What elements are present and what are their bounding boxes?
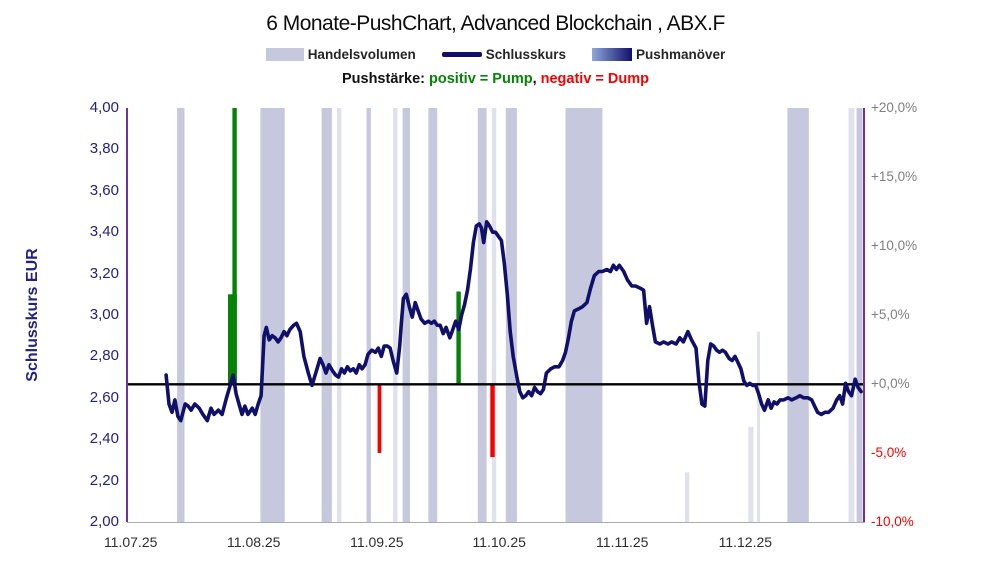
legend-item-close: Schlusskurs	[441, 47, 567, 62]
y-left-tick: 3,00	[89, 306, 119, 323]
volume-bar	[787, 108, 809, 522]
price-line	[164, 220, 863, 423]
subtitle-dump: negativ = Dump	[540, 71, 650, 87]
x-axis-line	[127, 522, 865, 523]
volume-bar	[260, 108, 285, 522]
subtitle-separator: ,	[532, 71, 537, 87]
y-left-tick: 2,60	[89, 388, 119, 406]
y-right-tick: -10,0%	[871, 514, 914, 529]
volume-bar	[337, 108, 342, 522]
y-left-tick: 3,80	[89, 140, 119, 158]
volume-bar	[684, 472, 690, 522]
chart-title: 6 Monate-PushChart, Advanced Blockchain …	[266, 12, 725, 35]
y-right-tick: +5,0%	[871, 307, 910, 322]
volume-bar	[177, 108, 185, 522]
y-left-tick: 2,80	[89, 347, 119, 365]
y-axis-line-left	[126, 108, 128, 522]
subtitle-prefix: Pushstärke:	[341, 71, 425, 87]
volume-bar	[402, 108, 410, 522]
volume-swatch-icon	[265, 48, 304, 61]
plot-area	[127, 108, 864, 522]
y-right-tick: +15,0%	[871, 169, 918, 184]
volume-bar	[393, 108, 398, 522]
subtitle-pump: positiv = Pump	[429, 71, 533, 87]
dump-bar	[490, 384, 495, 458]
x-tick: 11.07.25	[103, 534, 158, 550]
y-axis-line-right	[863, 108, 865, 522]
volume-bar	[748, 426, 754, 522]
legend-label-close: Schlusskurs	[485, 47, 567, 62]
x-tick: 11.08.25	[227, 534, 281, 550]
volume-bar	[757, 331, 760, 522]
subtitle: Pushstärke: positiv = Pump, negativ = Du…	[0, 71, 991, 87]
y-right-tick: +20,0%	[871, 100, 918, 115]
volume-bar	[565, 108, 603, 522]
y-left-tick: 4,00	[89, 99, 119, 116]
volume-bar	[366, 108, 371, 522]
y-left-tick: 3,40	[89, 223, 119, 241]
pump-bar	[228, 294, 237, 384]
pump-bar	[456, 291, 461, 384]
legend-item-push: Pushmanöver	[592, 47, 725, 62]
legend-label-push: Pushmanöver	[636, 47, 726, 62]
y-right-tick: +10,0%	[871, 238, 918, 253]
legend: Handelsvolumen Schlusskurs Pushmanöver	[0, 47, 991, 62]
legend-label-volume: Handelsvolumen	[307, 47, 416, 62]
dump-bar	[377, 384, 382, 453]
price-line-swatch-icon	[441, 52, 482, 57]
y-left-tick: 2,20	[89, 471, 119, 489]
y-left-tick: 3,60	[89, 181, 119, 199]
y-right-tick: -5,0%	[871, 445, 907, 460]
volume-bar	[321, 108, 332, 522]
y-left-tick: 2,40	[89, 430, 119, 448]
y-left-tick: 3,20	[89, 264, 119, 282]
y-right-tick: +0,0%	[871, 376, 910, 391]
pump-bar	[232, 108, 237, 384]
x-tick: 11.10.25	[472, 534, 526, 550]
volume-bar	[856, 108, 863, 522]
legend-item-volume: Handelsvolumen	[265, 47, 416, 62]
push-swatch-icon	[592, 48, 633, 61]
x-tick: 11.11.25	[596, 534, 649, 550]
y-axis-title: Schlusskurs EUR	[24, 248, 41, 382]
volume-bar	[848, 108, 855, 522]
volume-bar	[491, 108, 497, 522]
volume-bar	[505, 108, 517, 522]
x-tick: 11.12.25	[718, 534, 773, 550]
y-left-tick: 2,00	[89, 513, 119, 530]
volume-bar	[477, 108, 487, 522]
x-tick: 11.09.25	[350, 534, 404, 550]
volume-bar	[428, 108, 438, 522]
